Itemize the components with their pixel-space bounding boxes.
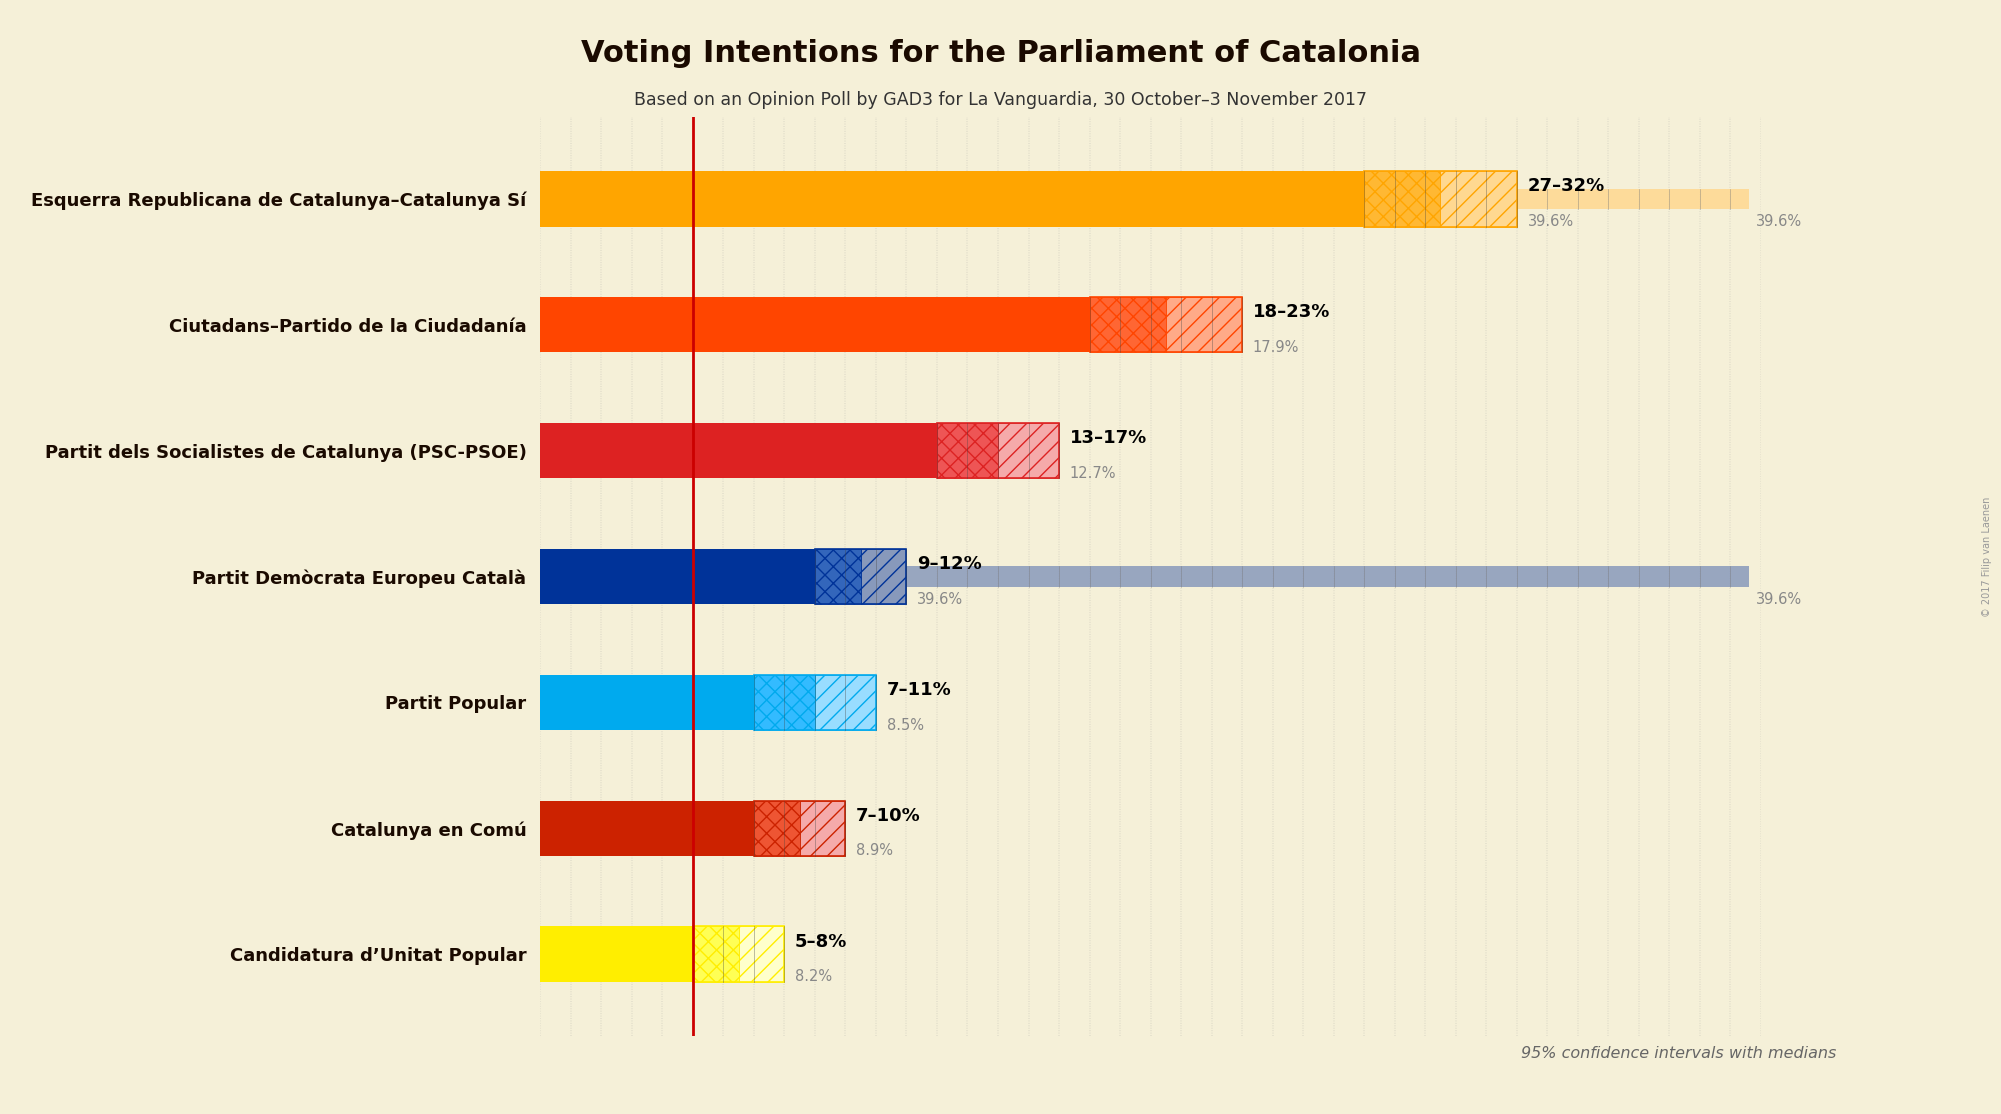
Bar bbox=[860, 549, 906, 604]
Bar bbox=[1167, 297, 1243, 352]
Bar bbox=[540, 188, 1517, 209]
Bar bbox=[540, 801, 754, 856]
Bar bbox=[738, 927, 784, 981]
Bar bbox=[540, 927, 692, 981]
Bar bbox=[540, 566, 1749, 587]
Text: 13–17%: 13–17% bbox=[1071, 429, 1147, 447]
Text: 12.7%: 12.7% bbox=[1071, 466, 1117, 481]
Text: 8.5%: 8.5% bbox=[886, 717, 924, 733]
Text: Based on an Opinion Poll by GAD3 for La Vanguardia, 30 October–3 November 2017: Based on an Opinion Poll by GAD3 for La … bbox=[634, 91, 1367, 109]
Bar bbox=[540, 297, 1091, 352]
Bar bbox=[540, 423, 936, 478]
Bar bbox=[1441, 172, 1517, 226]
Bar bbox=[800, 801, 846, 856]
Bar bbox=[540, 314, 1243, 335]
Text: Voting Intentions for the Parliament of Catalonia: Voting Intentions for the Parliament of … bbox=[580, 39, 1421, 68]
Text: 17.9%: 17.9% bbox=[1253, 340, 1299, 355]
Bar bbox=[754, 801, 800, 856]
Text: 27–32%: 27–32% bbox=[1527, 177, 1605, 195]
Bar bbox=[754, 675, 814, 730]
Bar bbox=[1091, 297, 1167, 352]
Bar bbox=[540, 692, 876, 713]
Text: 39.6%: 39.6% bbox=[916, 592, 962, 607]
Bar bbox=[814, 675, 876, 730]
Bar bbox=[540, 188, 1749, 209]
Text: 39.6%: 39.6% bbox=[1757, 214, 1803, 229]
Bar bbox=[540, 675, 754, 730]
Text: 95% confidence intervals with medians: 95% confidence intervals with medians bbox=[1521, 1046, 1837, 1061]
Bar bbox=[540, 818, 846, 839]
Bar bbox=[814, 549, 860, 604]
Bar bbox=[998, 423, 1059, 478]
Bar bbox=[936, 423, 998, 478]
Bar bbox=[1365, 172, 1441, 226]
Text: 9–12%: 9–12% bbox=[916, 555, 982, 573]
Bar bbox=[1441, 172, 1517, 226]
Text: 8.9%: 8.9% bbox=[856, 843, 892, 859]
Bar bbox=[692, 927, 738, 981]
Bar bbox=[998, 423, 1059, 478]
Bar bbox=[754, 801, 800, 856]
Bar bbox=[860, 549, 906, 604]
Bar bbox=[540, 440, 1059, 461]
Bar bbox=[754, 675, 814, 730]
Bar bbox=[540, 549, 814, 604]
Bar bbox=[738, 927, 784, 981]
Text: 39.6%: 39.6% bbox=[1757, 592, 1803, 607]
Text: 39.6%: 39.6% bbox=[1527, 214, 1573, 229]
Text: 8.2%: 8.2% bbox=[794, 969, 832, 985]
Bar bbox=[540, 172, 1365, 226]
Bar bbox=[1365, 172, 1441, 226]
Bar bbox=[540, 566, 906, 587]
Bar bbox=[814, 549, 860, 604]
Bar bbox=[540, 944, 784, 965]
Text: 7–11%: 7–11% bbox=[886, 681, 950, 698]
Bar bbox=[1091, 297, 1167, 352]
Bar bbox=[692, 927, 738, 981]
Bar bbox=[800, 801, 846, 856]
Text: © 2017 Filip van Laenen: © 2017 Filip van Laenen bbox=[1983, 497, 1991, 617]
Text: 18–23%: 18–23% bbox=[1253, 303, 1331, 321]
Text: 7–10%: 7–10% bbox=[856, 807, 920, 824]
Bar bbox=[814, 675, 876, 730]
Text: 5–8%: 5–8% bbox=[794, 932, 848, 950]
Bar bbox=[936, 423, 998, 478]
Bar bbox=[1167, 297, 1243, 352]
